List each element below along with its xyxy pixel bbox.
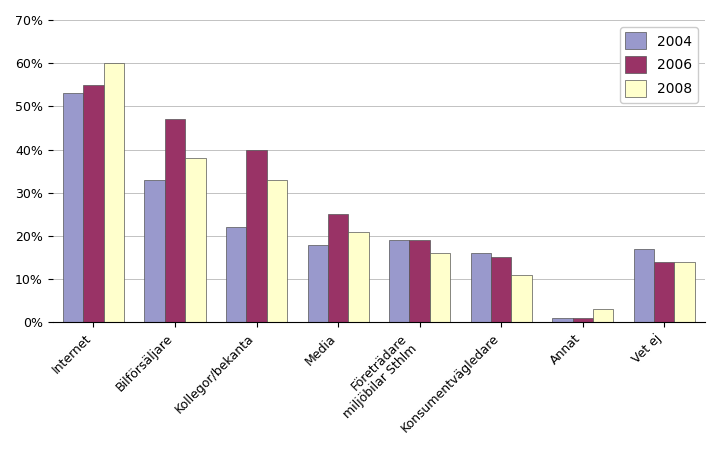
Bar	[572, 318, 593, 322]
Bar	[348, 232, 369, 322]
Bar	[226, 227, 246, 322]
Bar	[675, 262, 695, 322]
Bar	[63, 94, 84, 322]
Legend: 2004, 2006, 2008: 2004, 2006, 2008	[620, 27, 698, 103]
Bar	[328, 214, 348, 322]
Bar	[84, 85, 104, 322]
Bar	[552, 318, 572, 322]
Bar	[654, 262, 675, 322]
Bar	[104, 63, 124, 322]
Bar	[246, 149, 266, 322]
Bar	[145, 180, 165, 322]
Bar	[471, 253, 491, 322]
Bar	[165, 119, 185, 322]
Bar	[511, 275, 532, 322]
Bar	[307, 244, 328, 322]
Bar	[430, 253, 450, 322]
Bar	[634, 249, 654, 322]
Bar	[185, 158, 206, 322]
Bar	[410, 240, 430, 322]
Bar	[266, 180, 287, 322]
Bar	[593, 309, 613, 322]
Bar	[491, 257, 511, 322]
Bar	[389, 240, 410, 322]
